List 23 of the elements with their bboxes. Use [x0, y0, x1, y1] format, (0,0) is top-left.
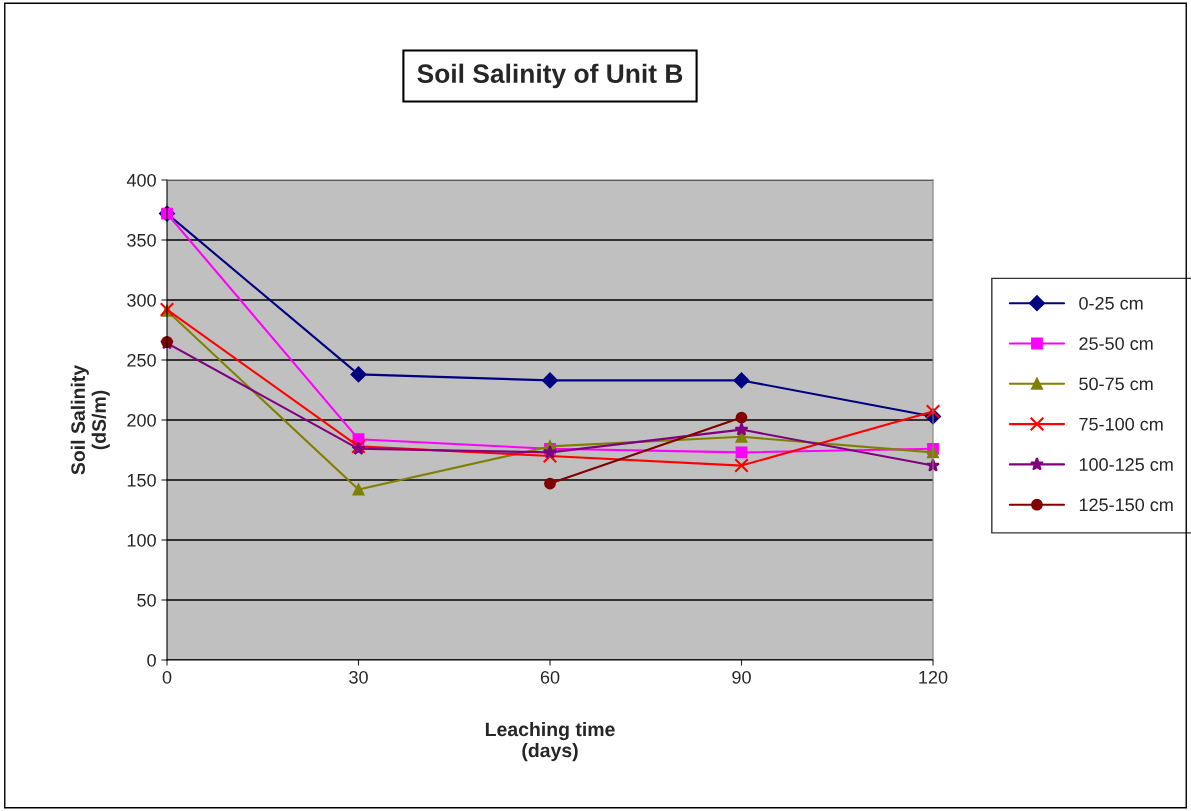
- legend-label: 125-150 cm: [1079, 498, 1173, 512]
- y-tick-label: 100: [127, 533, 156, 547]
- y-tick-label: 150: [127, 473, 156, 487]
- x-tick-label: 60: [540, 670, 560, 684]
- y-tick-label: 250: [127, 353, 156, 367]
- x-axis-title: Leaching time (days): [485, 721, 615, 762]
- y-tick-label: 350: [127, 233, 156, 247]
- x-tick-label: 120: [919, 670, 948, 684]
- y-axis-title: Soil Salinity (dS/m): [70, 365, 110, 475]
- y-tick-label: 200: [127, 413, 156, 427]
- y-tick-label: 0: [147, 653, 156, 667]
- legend-label: 75-100 cm: [1079, 417, 1163, 431]
- x-tick-label: 90: [732, 670, 751, 684]
- x-tick-label: 30: [349, 670, 368, 684]
- y-tick-label: 50: [137, 593, 156, 607]
- x-tick-label: 0: [162, 670, 172, 684]
- legend-label: 100-125 cm: [1079, 458, 1173, 471]
- y-tick-label: 300: [127, 293, 156, 307]
- y-tick-label: 400: [126, 173, 156, 187]
- legend-label: 25-50 cm: [1079, 337, 1153, 350]
- legend-label: 50-75 cm: [1079, 377, 1153, 391]
- legend-label: 0-25 cm: [1079, 296, 1143, 310]
- chart-title: Soil Salinity of Unit B: [417, 63, 683, 89]
